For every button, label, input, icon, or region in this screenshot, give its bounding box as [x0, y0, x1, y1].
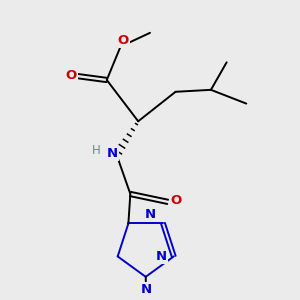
- Text: N: N: [141, 283, 152, 296]
- Text: O: O: [170, 194, 181, 207]
- Text: O: O: [118, 34, 129, 47]
- Text: N: N: [145, 208, 156, 220]
- Text: O: O: [66, 69, 77, 82]
- Text: N: N: [156, 250, 167, 263]
- Text: H: H: [92, 144, 101, 157]
- Text: N: N: [107, 147, 118, 160]
